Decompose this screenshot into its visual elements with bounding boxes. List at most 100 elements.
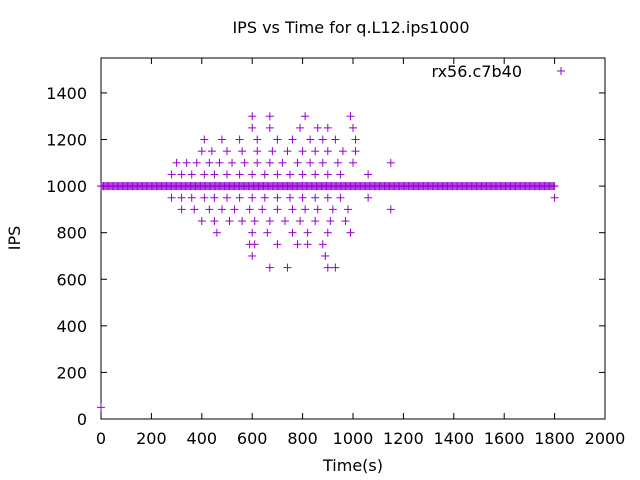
data-point — [296, 123, 305, 132]
data-point — [228, 158, 237, 167]
data-point — [278, 158, 287, 167]
tick-marks — [100, 58, 606, 420]
data-point — [263, 228, 272, 237]
data-point — [235, 135, 244, 144]
data-point — [205, 158, 214, 167]
data-point — [323, 228, 332, 237]
data-point — [280, 217, 289, 226]
data-point — [273, 205, 282, 214]
y-axis-label: IPS — [5, 226, 24, 251]
data-point — [240, 158, 249, 167]
data-point — [248, 123, 257, 132]
data-point — [265, 123, 274, 132]
data-point — [273, 170, 282, 179]
data-point — [273, 193, 282, 202]
data-point — [205, 205, 214, 214]
data-point — [200, 135, 209, 144]
data-point — [550, 182, 559, 191]
x-tick-label: 400 — [187, 429, 218, 448]
x-tick-label: 1200 — [383, 429, 424, 448]
data-point — [296, 217, 305, 226]
data-point — [318, 158, 327, 167]
data-point — [318, 135, 327, 144]
x-tick-label: 1600 — [484, 429, 525, 448]
data-point — [210, 170, 219, 179]
x-tick-label: 1800 — [534, 429, 575, 448]
y-tick-labels: 0 200 400 600 800 1000 1200 1400 — [46, 84, 87, 429]
data-point — [323, 123, 332, 132]
data-point — [192, 158, 201, 167]
y-tick-label: 1200 — [46, 131, 87, 150]
data-point — [283, 147, 292, 156]
data-point — [318, 240, 327, 249]
data-point — [336, 193, 345, 202]
data-point — [336, 170, 345, 179]
data-point — [323, 193, 332, 202]
y-tick-label: 400 — [56, 317, 87, 336]
data-point — [323, 147, 332, 156]
data-point — [283, 263, 292, 272]
data-point — [197, 217, 206, 226]
data-point — [288, 228, 297, 237]
legend: rx56.c7b40 — [431, 62, 565, 81]
data-point — [265, 112, 274, 121]
data-point — [550, 193, 559, 202]
data-point — [260, 170, 269, 179]
data-point — [265, 263, 274, 272]
data-point — [167, 193, 176, 202]
data-point — [313, 123, 322, 132]
data-point — [341, 217, 350, 226]
y-tick-label: 0 — [77, 410, 87, 429]
data-point — [223, 147, 231, 156]
data-point — [215, 158, 224, 167]
data-point — [182, 158, 191, 167]
data-point — [235, 170, 244, 179]
data-point — [207, 147, 216, 156]
data-point — [223, 170, 231, 179]
data-point — [331, 135, 340, 144]
data-point — [250, 217, 259, 226]
data-point — [248, 112, 257, 121]
data-point — [331, 263, 340, 272]
x-tick-label: 600 — [237, 429, 268, 448]
data-point — [313, 205, 322, 214]
data-point — [286, 193, 294, 202]
legend-label: rx56.c7b40 — [431, 62, 522, 81]
data-point — [303, 240, 312, 249]
data-point — [303, 228, 312, 237]
x-tick-label: 1000 — [333, 429, 374, 448]
data-point — [248, 170, 257, 179]
data-point — [210, 193, 219, 202]
data-point — [386, 205, 395, 214]
data-point — [177, 170, 186, 179]
data-point — [210, 217, 219, 226]
data-point — [167, 170, 176, 179]
data-point — [97, 403, 105, 412]
data-point — [273, 240, 282, 249]
data-point — [238, 217, 247, 226]
x-tick-label: 0 — [96, 429, 106, 448]
data-point — [253, 135, 262, 144]
data-point — [225, 217, 234, 226]
data-point — [217, 135, 226, 144]
data-point — [200, 193, 209, 202]
data-point — [364, 170, 373, 179]
data-point — [187, 170, 196, 179]
data-point — [293, 240, 302, 249]
data-point — [288, 205, 297, 214]
data-point — [311, 193, 320, 202]
data-point — [326, 217, 335, 226]
y-tick-label: 200 — [56, 363, 87, 382]
data-point — [172, 158, 181, 167]
data-point — [253, 147, 262, 156]
x-tick-label: 2000 — [585, 429, 626, 448]
data-point — [260, 193, 269, 202]
data-point — [311, 147, 320, 156]
data-point — [343, 205, 352, 214]
data-point — [235, 193, 244, 202]
x-axis-label: Time(s) — [322, 456, 383, 475]
data-point — [248, 251, 257, 260]
data-point — [328, 205, 337, 214]
data-point — [293, 158, 302, 167]
